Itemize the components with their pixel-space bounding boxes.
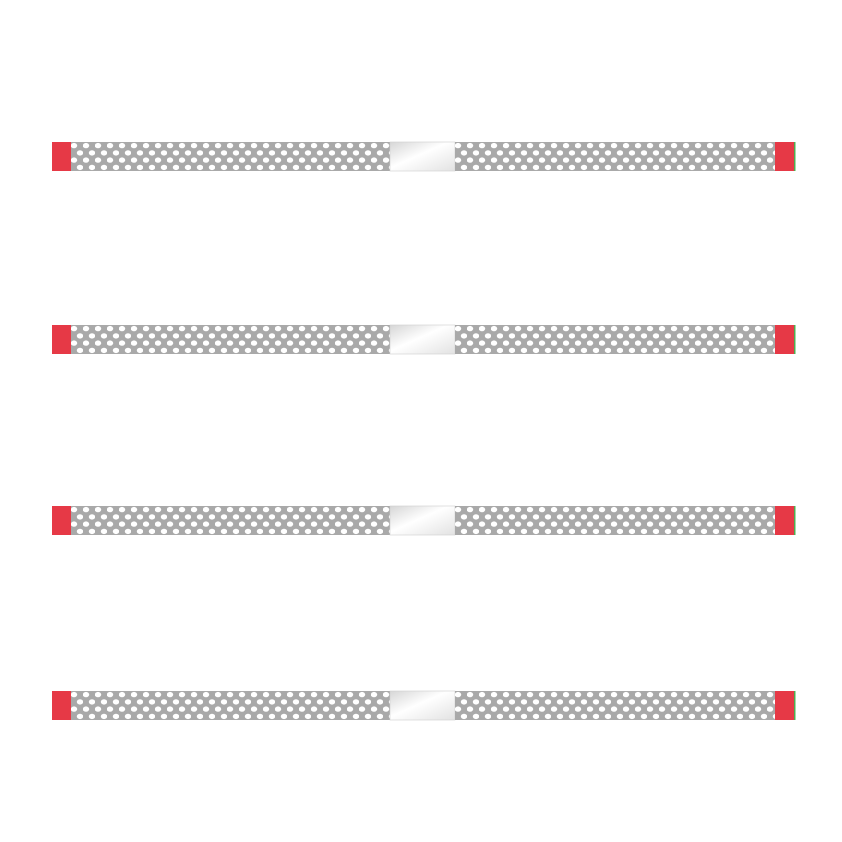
- strip: [51, 690, 796, 721]
- strip: [51, 141, 796, 172]
- strip: [51, 505, 796, 536]
- strip: [51, 324, 796, 355]
